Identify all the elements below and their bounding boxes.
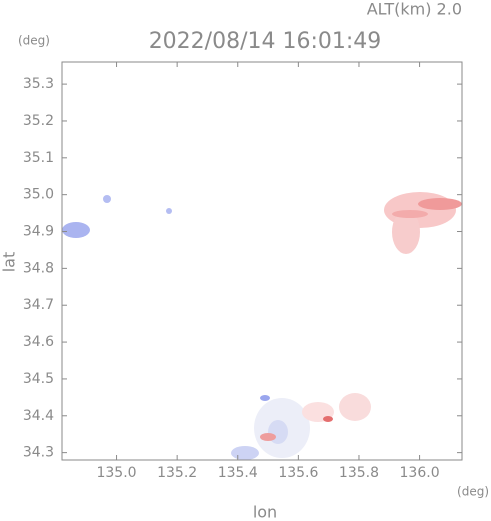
x-tick-label: 135.2	[157, 465, 197, 481]
y-unit: (deg)	[18, 34, 50, 48]
echo	[392, 210, 420, 254]
x-tick-label: 135.0	[96, 465, 136, 481]
echo	[166, 208, 172, 214]
x-tick-label: 135.8	[339, 465, 379, 481]
x-unit: (deg)	[457, 485, 489, 499]
y-tick-label: 34.9	[23, 224, 54, 240]
chart-title: 2022/08/14 16:01:49	[149, 29, 382, 54]
x-tick-label: 135.6	[278, 465, 318, 481]
echo	[103, 195, 111, 203]
echo	[260, 395, 270, 401]
y-tick-label: 35.2	[23, 113, 54, 129]
y-tick-label: 35.1	[23, 150, 54, 166]
y-tick-label: 34.5	[23, 371, 54, 387]
x-axis-label: lon	[253, 503, 277, 521]
y-tick-label: 34.7	[23, 297, 54, 313]
y-tick-label: 34.6	[23, 334, 54, 350]
echo	[392, 210, 428, 218]
echo	[231, 446, 259, 460]
radar-echoes	[62, 192, 462, 460]
y-tick-label: 35.0	[23, 187, 54, 203]
echo	[339, 393, 371, 421]
echo	[323, 416, 333, 422]
x-tick-label: 136.0	[400, 465, 440, 481]
y-tick-label: 35.3	[23, 76, 54, 92]
echo	[62, 222, 90, 238]
chart-subtitle: ALT(km) 2.0	[367, 0, 462, 19]
echo	[260, 433, 276, 441]
x-tick-label: 135.4	[218, 465, 258, 481]
y-tick-label: 34.4	[23, 408, 54, 424]
y-tick-label: 34.3	[23, 445, 54, 461]
y-tick-label: 34.8	[23, 260, 54, 276]
plot-frame	[61, 61, 463, 461]
y-axis-label: lat	[0, 252, 19, 273]
echo	[418, 198, 462, 210]
